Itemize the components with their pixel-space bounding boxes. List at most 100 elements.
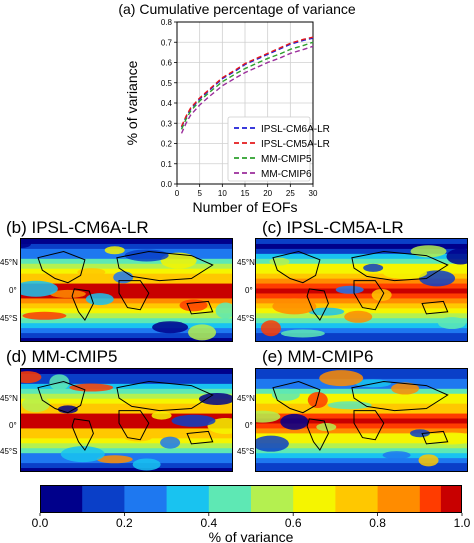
- variance-band: [256, 369, 467, 375]
- x-axis-label: Number of EOFs: [192, 199, 297, 215]
- variance-patch: [124, 249, 169, 262]
- variance-patch: [188, 324, 217, 341]
- y-ticks: 0.0 0.1 0.2 0.3 0.4 0.5 0.6 0.7 0.8: [161, 18, 177, 189]
- coastline: [351, 380, 449, 412]
- coastline: [71, 418, 94, 452]
- variance-patch: [69, 383, 114, 392]
- variance-band: [21, 369, 232, 375]
- variance-patch: [327, 401, 372, 410]
- lat-label-b-45s: 45°S: [0, 314, 18, 323]
- coastline: [186, 430, 214, 445]
- variance-band: [21, 243, 232, 250]
- map-field-c: [256, 239, 467, 341]
- variance-band: [256, 453, 467, 459]
- variance-band: [21, 383, 232, 390]
- variance-patch: [151, 411, 172, 420]
- coastline: [421, 300, 449, 315]
- chart-title: (a) Cumulative percentage of variance: [118, 1, 356, 17]
- legend-box: [227, 116, 311, 182]
- variance-patch: [308, 307, 345, 316]
- variance-band: [256, 383, 467, 390]
- variance-band: [256, 413, 467, 420]
- variance-band: [21, 338, 232, 341]
- variance-band: [21, 318, 232, 324]
- variance-patch: [280, 413, 309, 430]
- variance-band: [21, 393, 232, 400]
- map-panel-e: [255, 368, 468, 472]
- series-line-mm-cmip5: [180, 41, 314, 130]
- colorbar-tick-label: 0.4: [200, 516, 217, 530]
- cumulative-variance-chart: (a) Cumulative percentage of variance 0 5…: [118, 1, 356, 215]
- variance-band: [21, 413, 232, 420]
- variance-band: [256, 428, 467, 434]
- colorbar-cell: [335, 485, 378, 513]
- variance-band: [256, 338, 467, 341]
- variance-band: [256, 443, 467, 449]
- lat-label-e-45n: 45°N: [237, 394, 255, 403]
- x-tick-label: 5: [197, 189, 202, 198]
- variance-patch: [391, 382, 420, 395]
- variance-patch: [49, 289, 86, 298]
- colorbar-cell: [166, 485, 210, 513]
- variance-band: [21, 268, 232, 275]
- variance-band: [21, 293, 232, 300]
- y-tick-label: 0.5: [161, 79, 173, 88]
- coastline: [37, 380, 86, 414]
- variance-band: [256, 333, 467, 339]
- y-tick-label: 0.6: [161, 59, 173, 68]
- variance-patch: [382, 451, 411, 460]
- variance-patch: [22, 311, 67, 320]
- variance-patch: [269, 257, 290, 266]
- colorbar-tick-label: 1.0: [454, 516, 471, 530]
- coastline: [353, 410, 385, 441]
- lat-label-b-45n: 45°N: [0, 258, 18, 267]
- lat-label-c-45s: 45°S: [237, 314, 255, 323]
- coastline: [353, 280, 385, 311]
- variance-band: [21, 428, 232, 434]
- variance-patch: [160, 436, 181, 449]
- variance-patch: [152, 321, 189, 334]
- variance-band: [256, 418, 467, 425]
- variance-band: [21, 453, 232, 459]
- colorbar-cell: [293, 485, 336, 513]
- coastline: [272, 380, 321, 414]
- variance-band: [256, 463, 467, 469]
- colorbar-frame: [40, 485, 462, 513]
- map-panel-b: [20, 238, 233, 342]
- variance-band: [21, 388, 232, 395]
- y-tick-label: 0.4: [161, 99, 173, 108]
- variance-band: [21, 313, 232, 319]
- variance-band: [21, 333, 232, 339]
- colorbar-tick-label: 0.0: [32, 516, 49, 530]
- x-ticks: 0 5 10 15 20 25 30: [175, 184, 318, 198]
- y-tick-label: 0.2: [161, 140, 173, 149]
- series-line-mm-cmip6: [180, 45, 314, 134]
- variance-band: [21, 328, 232, 334]
- variance-patch: [256, 435, 289, 452]
- variance-band: [256, 268, 467, 275]
- variance-band: [256, 388, 467, 395]
- variance-patch: [429, 432, 467, 445]
- variance-band: [256, 293, 467, 300]
- variance-patch: [96, 455, 133, 464]
- variance-band: [21, 443, 232, 449]
- legend: IPSL-CM6A-LR IPSL-CM5A-LR MM-CMIP5 MM-CMIP6: [227, 116, 330, 182]
- variance-patch: [344, 310, 373, 323]
- colorbar-tick-label: 0.8: [369, 516, 386, 530]
- variance-patch: [418, 454, 439, 467]
- map-title-c: (c) IPSL-CM5A-LR: [262, 218, 404, 237]
- variance-band: [21, 373, 232, 380]
- variance-patch: [410, 429, 431, 438]
- variance-band: [21, 438, 232, 444]
- x-tick-label: 0: [175, 189, 180, 198]
- map-field-d: [21, 369, 232, 471]
- variance-patch: [371, 288, 392, 301]
- coastline: [272, 250, 321, 284]
- variance-patch: [21, 396, 50, 413]
- colorbar-cell: [124, 485, 167, 513]
- variance-patch: [21, 280, 58, 297]
- variance-band: [256, 278, 467, 285]
- lat-label-b-0: 0°: [9, 286, 17, 295]
- variance-band: [256, 323, 467, 329]
- variance-patch: [256, 410, 281, 423]
